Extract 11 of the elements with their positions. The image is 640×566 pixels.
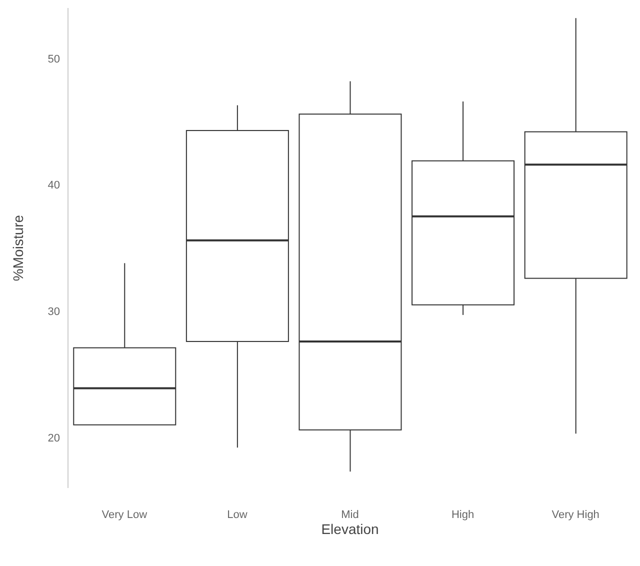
x-tick-label: High xyxy=(451,508,474,521)
y-tick-label: 50 xyxy=(48,53,60,66)
x-tick-label: Very Low xyxy=(102,508,148,521)
y-tick-label: 20 xyxy=(48,432,60,444)
x-tick-label: Mid xyxy=(341,508,359,521)
y-axis-title: %Moisture xyxy=(10,214,26,282)
x-axis-title: Elevation xyxy=(321,521,379,537)
x-tick-label: Low xyxy=(227,508,248,521)
y-tick-label: 40 xyxy=(48,180,60,192)
y-tick-label: 30 xyxy=(48,306,60,318)
x-tick-label: Very High xyxy=(552,508,600,521)
